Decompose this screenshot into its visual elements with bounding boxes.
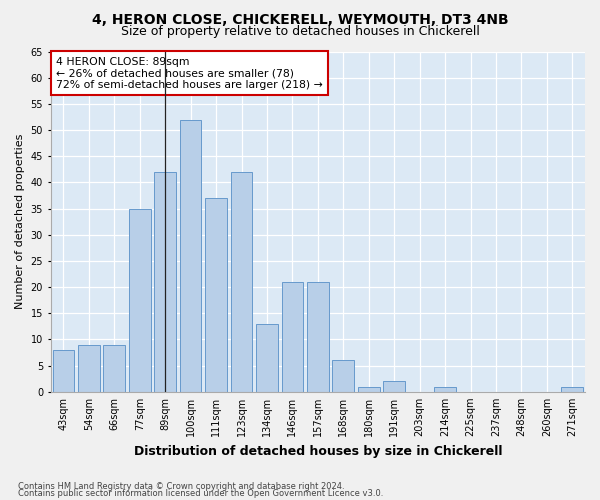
Bar (434, 386, 456, 392)
Bar (129, 208, 151, 392)
Text: 4, HERON CLOSE, CHICKERELL, WEYMOUTH, DT3 4NB: 4, HERON CLOSE, CHICKERELL, WEYMOUTH, DT… (92, 12, 508, 26)
Bar (256, 324, 278, 392)
Bar (281, 282, 303, 392)
Bar (562, 386, 583, 392)
Bar (358, 386, 380, 392)
Bar (78, 344, 100, 392)
Bar (307, 282, 329, 392)
Text: Size of property relative to detached houses in Chickerell: Size of property relative to detached ho… (121, 24, 479, 38)
Text: Contains public sector information licensed under the Open Government Licence v3: Contains public sector information licen… (18, 490, 383, 498)
Bar (103, 344, 125, 392)
Text: 4 HERON CLOSE: 89sqm
← 26% of detached houses are smaller (78)
72% of semi-detac: 4 HERON CLOSE: 89sqm ← 26% of detached h… (56, 56, 323, 90)
Bar (383, 382, 405, 392)
Bar (180, 120, 202, 392)
X-axis label: Distribution of detached houses by size in Chickerell: Distribution of detached houses by size … (134, 444, 502, 458)
Y-axis label: Number of detached properties: Number of detached properties (15, 134, 25, 310)
Bar (205, 198, 227, 392)
Text: Contains HM Land Registry data © Crown copyright and database right 2024.: Contains HM Land Registry data © Crown c… (18, 482, 344, 491)
Bar (154, 172, 176, 392)
Bar (231, 172, 253, 392)
Bar (53, 350, 74, 392)
Bar (332, 360, 354, 392)
